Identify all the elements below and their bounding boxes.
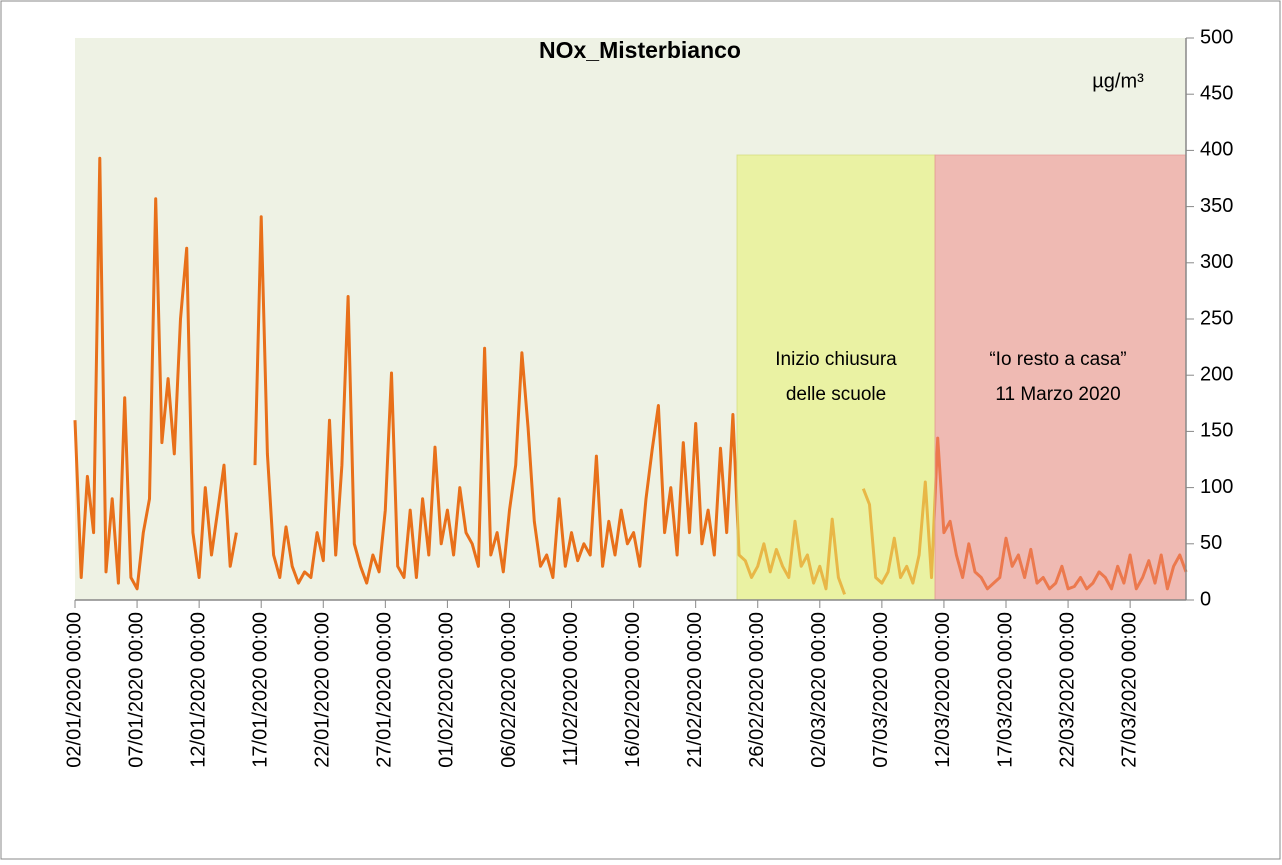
x-tick-label: 07/03/2020 00:00 <box>870 612 892 768</box>
x-tick-label: 17/01/2020 00:00 <box>249 612 271 768</box>
chart-title: NOx_Misterbianco <box>539 37 741 63</box>
x-tick-label: 06/02/2020 00:00 <box>498 612 520 768</box>
lockdown-band <box>934 154 1187 601</box>
x-tick-label: 12/01/2020 00:00 <box>187 612 209 768</box>
y-tick-label: 350 <box>1200 195 1233 217</box>
x-tick-label: 16/02/2020 00:00 <box>622 612 644 768</box>
x-tick-label: 12/03/2020 00:00 <box>932 612 954 768</box>
annotation: 11 Marzo 2020 <box>995 384 1120 405</box>
x-tick-label: 11/02/2020 00:00 <box>560 612 582 766</box>
x-tick-label: 07/01/2020 00:00 <box>125 612 147 768</box>
axes: 0 50 100 150 200 250 300 350 400 450 500 02/01/2020… <box>63 26 1233 767</box>
x-tick-label: 27/01/2020 00:00 <box>374 612 396 768</box>
x-tick-label: 22/01/2020 00:00 <box>312 612 334 768</box>
annotation: Inizio chiusura <box>775 349 897 370</box>
y-tick-label: 300 <box>1200 251 1233 273</box>
x-tick-label: 02/01/2020 00:00 <box>63 612 85 768</box>
x-tick-label: 27/03/2020 00:00 <box>1118 612 1140 768</box>
x-tick-label: 02/03/2020 00:00 <box>808 612 830 768</box>
y-tick-label: 150 <box>1200 420 1233 442</box>
y-tick-label: 250 <box>1200 307 1233 329</box>
y-tick-label: 500 <box>1200 26 1233 48</box>
annotation: delle scuole <box>786 384 886 405</box>
y-tick-label: 450 <box>1200 82 1233 104</box>
unit-label: µg/m³ <box>1092 70 1144 92</box>
annotation: “Io resto a casa” <box>989 349 1126 370</box>
x-tick-label: 26/02/2020 00:00 <box>746 612 768 768</box>
x-tick-label: 17/03/2020 00:00 <box>994 612 1016 768</box>
x-tick-label: 22/03/2020 00:00 <box>1056 612 1078 768</box>
y-tick-label: 200 <box>1200 363 1233 385</box>
x-tick-label: 21/02/2020 00:00 <box>684 612 706 768</box>
y-tick-label: 100 <box>1200 476 1233 498</box>
y-tick-label: 400 <box>1200 139 1233 161</box>
x-tick-label: 01/02/2020 00:00 <box>436 612 458 768</box>
y-tick-label: 50 <box>1200 532 1222 554</box>
y-tick-label: 0 <box>1200 588 1211 610</box>
school-closure-band <box>736 154 936 601</box>
